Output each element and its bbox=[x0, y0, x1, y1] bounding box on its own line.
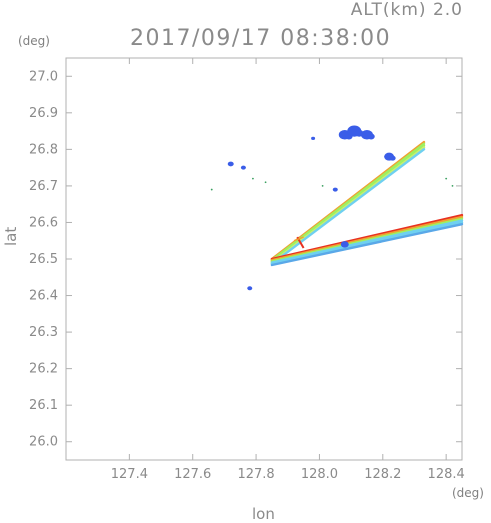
sparse-echo-dot bbox=[451, 185, 454, 187]
echo-cluster bbox=[227, 161, 234, 167]
y-tick-label: 26.1 bbox=[29, 398, 58, 413]
beam-lower-band bbox=[270, 215, 464, 262]
echo-cluster bbox=[247, 286, 253, 291]
beam-lower-band bbox=[270, 219, 464, 264]
x-axis-unit: (deg) bbox=[452, 486, 484, 500]
x-tick-label: 127.6 bbox=[174, 467, 211, 482]
sparse-echo-dot bbox=[210, 188, 213, 191]
echo-cluster bbox=[367, 133, 375, 140]
high-echo-mark bbox=[293, 236, 304, 242]
beam-lower-band bbox=[270, 217, 464, 263]
echo-cluster bbox=[332, 187, 338, 192]
y-tick-label: 26.2 bbox=[29, 362, 58, 377]
sparse-echo-dot bbox=[264, 181, 267, 184]
y-tick-label: 26.8 bbox=[29, 142, 58, 157]
x-tick-label: 127.8 bbox=[237, 467, 274, 482]
altitude-label: ALT(km) 2.0 bbox=[350, 0, 463, 20]
x-tick-label: 128.4 bbox=[428, 467, 465, 482]
x-tick-label: 128.0 bbox=[301, 467, 338, 482]
sparse-echo-dot bbox=[252, 177, 254, 180]
timestamp-title: 2017/09/17 08:38:00 bbox=[130, 26, 392, 51]
x-tick-label: 127.4 bbox=[111, 467, 148, 482]
y-tick-label: 26.4 bbox=[29, 289, 58, 304]
y-tick-label: 26.7 bbox=[29, 179, 58, 194]
plot-frame bbox=[65, 57, 463, 461]
beam-lower-band bbox=[270, 213, 464, 261]
beam-upper-band bbox=[270, 148, 426, 265]
beam-lower-band bbox=[270, 221, 464, 265]
y-tick-label: 27.0 bbox=[29, 69, 58, 84]
echo-cluster bbox=[340, 241, 349, 248]
y-tick-label: 26.5 bbox=[29, 252, 58, 267]
echo-cluster bbox=[311, 136, 316, 140]
x-axis-label: lon bbox=[252, 505, 275, 523]
beam-upper bbox=[270, 140, 426, 265]
y-tick-label: 26.9 bbox=[29, 106, 58, 121]
y-tick-label: 26.6 bbox=[29, 215, 58, 230]
y-axis-unit: (deg) bbox=[18, 34, 50, 48]
y-tick-label: 26.3 bbox=[29, 325, 58, 340]
x-tick-label: 128.2 bbox=[364, 467, 401, 482]
sparse-echo-dot bbox=[321, 185, 324, 187]
echo-cluster bbox=[389, 155, 396, 161]
beam-lower-band bbox=[270, 222, 464, 267]
beam-lower bbox=[270, 213, 464, 267]
y-tick-label: 26.0 bbox=[29, 435, 58, 450]
sparse-echo-dot bbox=[445, 177, 448, 180]
echo-cluster bbox=[240, 165, 246, 170]
